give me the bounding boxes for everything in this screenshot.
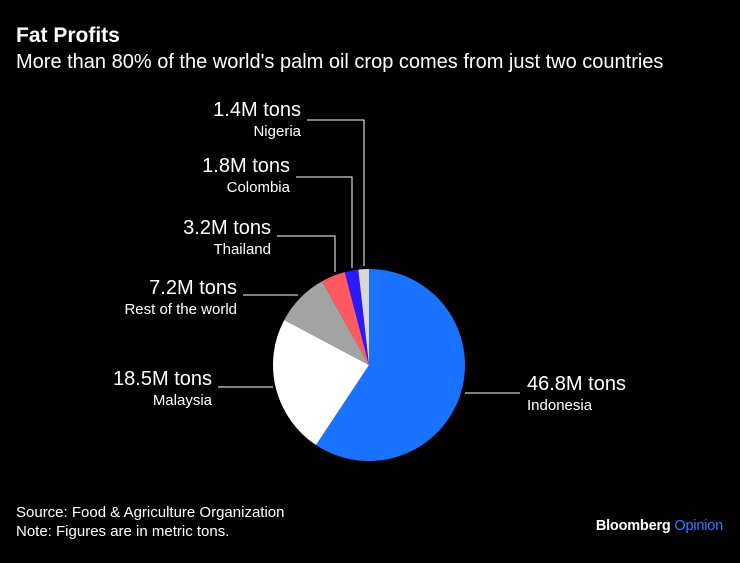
value-label-thailand: 3.2M tons — [183, 217, 271, 239]
chart-title: Fat Profits — [16, 24, 120, 47]
pie-slice-nigeria — [358, 269, 369, 365]
pie-chart: 46.8M tons Indonesia 18.5M tons Malaysia 7.2… — [113, 99, 626, 462]
metric-note: Note: Figures are in metric tons. — [16, 523, 230, 540]
category-label-malaysia: Malaysia — [153, 392, 213, 409]
value-label-malaysia: 18.5M tons — [113, 368, 212, 390]
source-note: Source: Food & Agriculture Organization — [16, 504, 285, 521]
category-label-nigeria: Nigeria — [253, 123, 301, 140]
brand-logo: Bloomberg Opinion — [596, 518, 723, 534]
chart-subtitle: More than 80% of the world's palm oil cr… — [16, 51, 664, 73]
leader-line-nigeria — [307, 119, 365, 266]
category-label-rest-of-the-world: Rest of the world — [124, 301, 237, 318]
pie-slice-thailand — [322, 272, 369, 365]
category-label-colombia: Colombia — [227, 179, 291, 196]
footer: Source: Food & Agriculture Organization … — [16, 503, 284, 541]
leader-line-colombia — [296, 176, 353, 268]
value-label-colombia: 1.8M tons — [202, 155, 290, 177]
pie-slice-indonesia — [315, 269, 465, 462]
value-label-indonesia: 46.8M tons — [527, 373, 626, 395]
pie-slice-malaysia — [273, 320, 369, 446]
brand-name: Bloomberg — [595, 518, 671, 534]
pie-slice-rest-of-the-world — [284, 281, 369, 365]
brand-suffix: Opinion — [674, 518, 723, 534]
category-label-indonesia: Indonesia — [527, 397, 593, 414]
value-label-nigeria: 1.4M tons — [213, 99, 301, 121]
category-label-thailand: Thailand — [213, 241, 271, 258]
value-label-rest-of-the-world: 7.2M tons — [149, 277, 237, 299]
pie-slice-colombia — [344, 269, 369, 365]
leader-line-thailand — [277, 235, 336, 272]
